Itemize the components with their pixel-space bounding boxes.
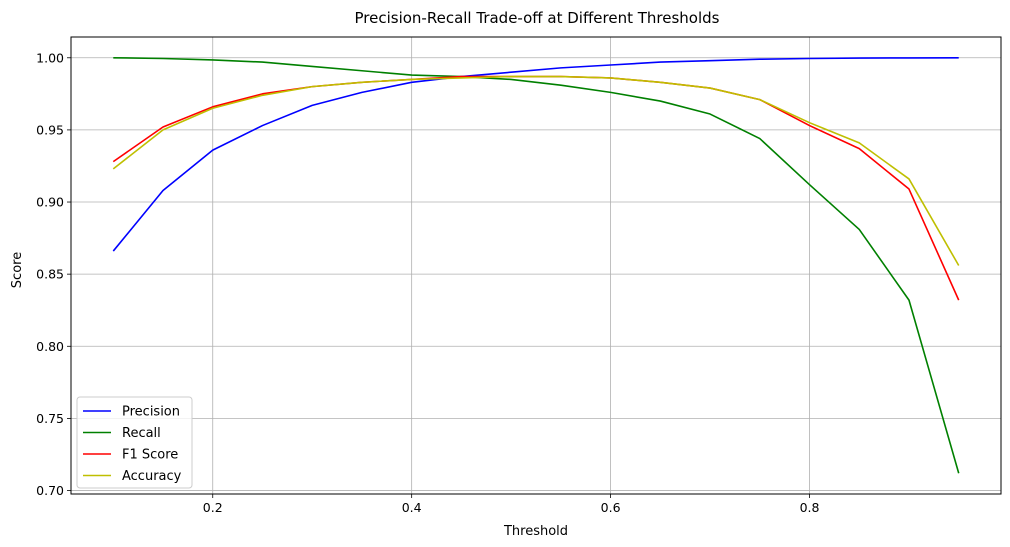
- legend-box: [76, 396, 193, 489]
- y-tick-label: 0.85: [36, 267, 64, 282]
- y-tick-label: 0.90: [36, 195, 64, 210]
- y-tick-label: 0.75: [36, 411, 64, 426]
- y-tick-label: 0.70: [36, 483, 64, 498]
- series-line-precision: [112, 56, 959, 252]
- x-tick-label: 0.2: [203, 500, 223, 515]
- x-tick-label: 0.8: [800, 500, 820, 515]
- chart-title: Precision-Recall Trade-off at Different …: [355, 9, 720, 27]
- x-axis-label: Threshold: [503, 524, 568, 539]
- legend-label-f1-score: F1 Score: [122, 448, 178, 463]
- y-tick-label: 1.00: [36, 50, 64, 65]
- series-line-recall: [113, 56, 960, 474]
- y-tick-label: 0.95: [36, 122, 64, 137]
- series-line-accuracy: [112, 75, 960, 266]
- legend-label-recall: Recall: [122, 426, 161, 441]
- x-tick-label: 0.6: [601, 500, 621, 515]
- series-lines: [112, 56, 960, 474]
- y-tick-label: 0.80: [36, 339, 64, 354]
- legend-label-precision: Precision: [122, 405, 180, 420]
- y-axis-label: Score: [10, 252, 25, 288]
- x-tick-label: 0.4: [402, 500, 422, 515]
- axis-ticks: 0.2 0.4 0.6 0.8 0.70 0.75 0.80 0.85 0.90 0.95 1.00: [36, 50, 819, 515]
- plot-frame: [70, 36, 1002, 495]
- legend-label-accuracy: Accuracy: [122, 469, 182, 484]
- legend: Precision Recall F1 Score Accuracy: [76, 396, 193, 489]
